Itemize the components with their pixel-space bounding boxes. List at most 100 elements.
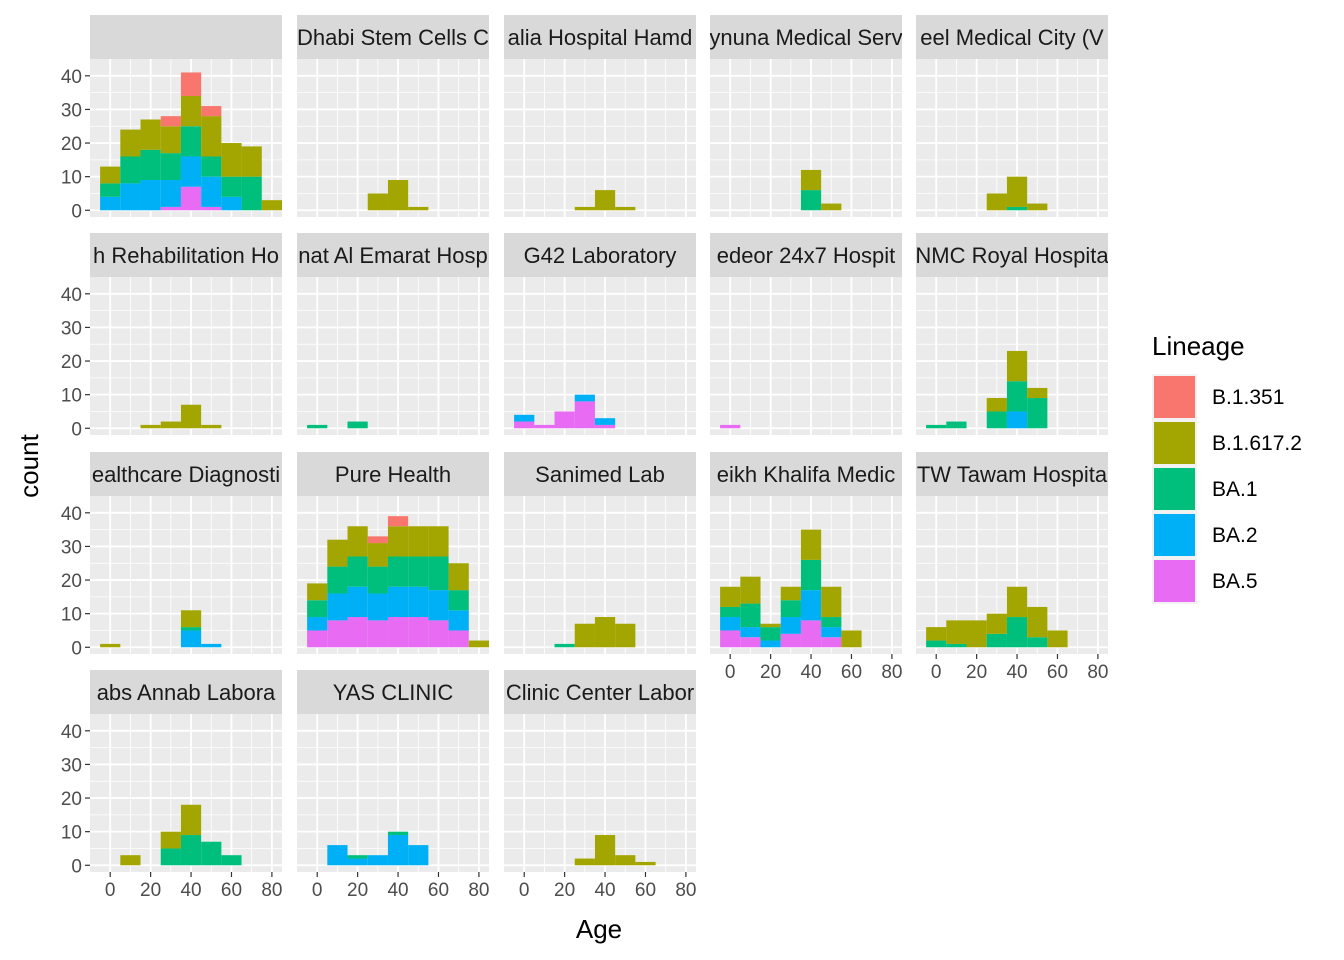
histogram-bar — [800, 590, 822, 621]
facet-strip-label: Dhabi Stem Cells C — [297, 25, 489, 50]
histogram-bar — [574, 401, 595, 429]
histogram-bar — [594, 418, 616, 425]
histogram-bar — [160, 848, 181, 866]
x-tick-label: 80 — [1087, 662, 1108, 683]
x-tick-label: 0 — [931, 662, 942, 683]
histogram-bar — [800, 529, 822, 560]
histogram-bar — [986, 613, 1007, 634]
x-tick-label: 0 — [105, 880, 116, 901]
histogram-bar — [387, 586, 409, 618]
x-tick-label: 20 — [554, 880, 575, 901]
plot-panel — [297, 277, 489, 435]
histogram-bar — [100, 643, 121, 648]
histogram-bar — [946, 643, 967, 648]
facet-strip — [297, 670, 489, 714]
histogram-bar — [327, 620, 348, 648]
histogram-bar — [307, 617, 328, 631]
histogram-bar — [986, 633, 1007, 648]
histogram-bar — [367, 593, 388, 621]
histogram-bar — [574, 623, 595, 648]
x-tick-label: 20 — [140, 880, 161, 901]
histogram-bar — [780, 600, 801, 618]
histogram-bar — [347, 556, 368, 587]
facet-strip-label: G42 Laboratory — [524, 243, 677, 268]
facet-panel: ealthcare Diagnosti 0 10 20 30 40 — [61, 452, 282, 659]
histogram-bar — [307, 424, 328, 429]
histogram-bar — [986, 398, 1007, 412]
facet-strip-label: abs Annab Labora — [97, 680, 276, 705]
histogram-bar — [1006, 381, 1028, 412]
histogram-bar — [760, 627, 781, 641]
x-tick-label: 40 — [180, 880, 201, 901]
histogram-bar — [986, 193, 1007, 211]
histogram-bar — [1006, 586, 1028, 618]
y-tick-label: 20 — [61, 352, 82, 373]
facet-panel: h Rehabilitation Ho 0 10 20 30 40 — [61, 233, 282, 440]
histogram-bar — [821, 203, 842, 211]
histogram-bar — [594, 424, 616, 429]
histogram-bar — [120, 183, 141, 211]
x-tick-label: 20 — [966, 662, 987, 683]
facet-strip-label: eikh Khalifa Medic — [717, 462, 896, 487]
histogram-bar — [140, 424, 161, 429]
facet-strip — [916, 233, 1108, 277]
histogram-bar — [986, 411, 1007, 429]
histogram-bar — [160, 831, 181, 849]
facet-strip — [710, 233, 902, 277]
facet-strip-label: eel Medical City (V — [920, 25, 1104, 50]
facet-panel: Clinic Center Labor 0 20 40 60 80 — [504, 670, 696, 901]
histogram-bar — [448, 610, 469, 631]
histogram-bar — [327, 593, 348, 621]
histogram-bar — [760, 640, 781, 648]
histogram-bar — [720, 424, 741, 429]
histogram-bar — [1027, 637, 1048, 648]
y-tick-label: 10 — [61, 168, 82, 189]
x-tick-label: 80 — [881, 662, 902, 683]
facet-strip — [297, 452, 489, 496]
facet-strip-label: alia Hospital Hamd — [508, 25, 693, 50]
histogram-bar — [367, 536, 388, 544]
x-tick-label: 60 — [428, 880, 449, 901]
facet-panel: nat Al Emarat Hosp — [297, 233, 489, 435]
x-tick-label: 80 — [675, 880, 696, 901]
histogram-bar — [367, 543, 388, 567]
x-tick-label: 40 — [1006, 662, 1027, 683]
histogram-bar — [800, 190, 822, 211]
histogram-bar — [120, 129, 141, 157]
facet-strip — [710, 452, 902, 496]
facet-panel: edeor 24x7 Hospit — [710, 233, 902, 435]
histogram-bar — [926, 627, 947, 641]
x-tick-label: 40 — [594, 880, 615, 901]
histogram-bar — [347, 855, 368, 859]
facet-strip — [710, 15, 902, 59]
histogram-bar — [574, 858, 595, 866]
histogram-bar — [720, 617, 741, 631]
histogram-bar — [428, 526, 449, 557]
histogram-bar — [180, 126, 202, 157]
histogram-bar — [740, 627, 761, 638]
histogram-bar — [201, 116, 222, 157]
histogram-bar — [307, 630, 328, 648]
y-axis-title: count — [14, 433, 44, 497]
facet-panel: alia Hospital Hamd — [504, 15, 696, 217]
histogram-bar — [160, 180, 181, 207]
legend-label: BA.2 — [1212, 524, 1258, 547]
histogram-bar — [448, 563, 469, 591]
histogram-bar — [160, 421, 181, 429]
plot-panel — [710, 277, 902, 435]
histogram-bar — [387, 831, 409, 836]
facet-strip-label: NMC Royal Hospita — [915, 243, 1109, 268]
histogram-bar — [615, 855, 636, 866]
facet-strip-label: nat Al Emarat Hosp — [298, 243, 488, 268]
facet-panel: Dhabi Stem Cells C — [297, 15, 489, 217]
histogram-bar — [387, 556, 409, 587]
histogram-bar — [594, 190, 616, 211]
histogram-bar — [160, 126, 181, 154]
histogram-bar — [428, 590, 449, 621]
histogram-bar — [760, 623, 781, 628]
y-tick-label: 10 — [61, 386, 82, 407]
y-tick-label: 20 — [61, 134, 82, 155]
histogram-bar — [387, 516, 409, 527]
legend-label: B.1.351 — [1212, 386, 1284, 409]
histogram-bar — [201, 643, 222, 648]
